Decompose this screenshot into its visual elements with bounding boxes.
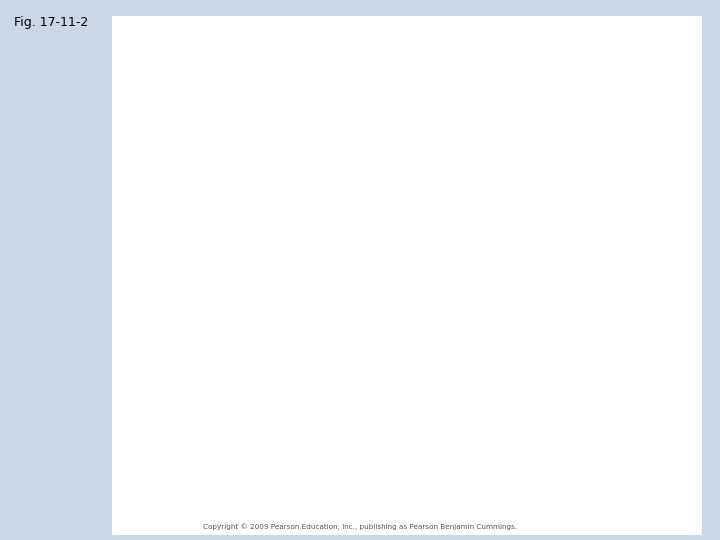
Text: Other
proteins: Other proteins: [477, 165, 549, 197]
Ellipse shape: [402, 399, 482, 463]
Text: Fig. 17-11-2: Fig. 17-11-2: [14, 16, 89, 29]
Ellipse shape: [402, 314, 482, 379]
Ellipse shape: [299, 399, 379, 463]
Polygon shape: [442, 127, 595, 225]
Bar: [525, 71, 670, 80]
Text: Exon 1: Exon 1: [225, 91, 282, 106]
Text: RNA transcript (pre-mRNA): RNA transcript (pre-mRNA): [270, 30, 567, 49]
Circle shape: [184, 379, 190, 383]
Circle shape: [171, 73, 176, 78]
Bar: [179, 71, 318, 80]
Text: snRNA: snRNA: [171, 168, 220, 181]
Bar: [176, 70, 672, 82]
Text: 5: 5: [157, 69, 166, 83]
Ellipse shape: [286, 302, 510, 478]
Ellipse shape: [237, 141, 320, 221]
Text: Intron: Intron: [395, 91, 448, 106]
Text: 5: 5: [168, 374, 179, 388]
Ellipse shape: [299, 314, 379, 379]
Bar: [318, 71, 525, 80]
Text: Spliceosome: Spliceosome: [324, 257, 442, 275]
Text: Copyright © 2009 Pearson Education, Inc., publishing as Pearson Benjamin Cumming: Copyright © 2009 Pearson Education, Inc.…: [203, 524, 517, 530]
Text: Protein–: Protein–: [171, 145, 233, 159]
Text: snRNPs: snRNPs: [243, 220, 307, 235]
Text: Exon 2: Exon 2: [570, 91, 627, 106]
